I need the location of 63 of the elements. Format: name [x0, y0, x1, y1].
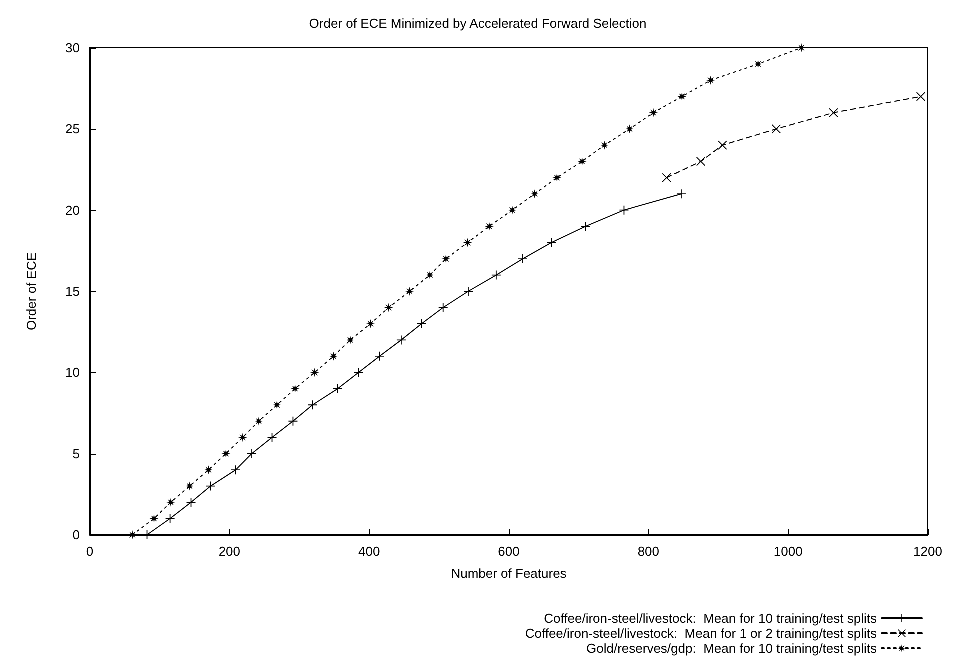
point — [649, 108, 658, 118]
x-tick-label: 400 — [358, 544, 380, 559]
point — [508, 206, 517, 215]
point — [696, 157, 706, 166]
point — [329, 352, 338, 361]
point — [518, 254, 528, 264]
x-tick-label: 800 — [638, 544, 660, 559]
point — [552, 173, 562, 182]
x-tick-label: 1000 — [774, 544, 803, 559]
point — [290, 384, 300, 394]
point — [346, 336, 355, 345]
y-tick-label: 30 — [66, 40, 80, 56]
point — [530, 190, 540, 199]
point — [310, 368, 320, 378]
point — [625, 124, 634, 134]
x-tick-label: 200 — [218, 544, 241, 559]
point — [185, 482, 194, 491]
point — [578, 157, 587, 166]
point — [678, 92, 687, 102]
point — [333, 384, 342, 394]
chart-title: Order of ECE Minimized by Accelerated Forward Selection — [309, 16, 647, 31]
y-tick-label: 5 — [72, 446, 80, 462]
point — [405, 287, 414, 296]
x-axis-title: Number of Features — [451, 566, 568, 581]
point — [354, 368, 364, 378]
point — [166, 498, 176, 508]
legend-label: Coffee/iron-steel/livestock: Mean for 10 training/test splits — [544, 611, 878, 626]
point — [426, 270, 435, 280]
point — [772, 124, 781, 134]
point — [272, 400, 282, 410]
point — [662, 173, 672, 182]
point — [150, 514, 159, 524]
point — [547, 238, 556, 248]
point — [600, 140, 610, 150]
point — [464, 287, 473, 296]
point — [484, 222, 494, 232]
point — [231, 466, 240, 475]
y-tick-label: 0 — [72, 528, 80, 542]
point — [375, 352, 384, 361]
point — [238, 433, 248, 442]
point — [676, 190, 686, 199]
legend-label: Coffee/iron-steel/livestock: Mean for 1 or 2 training/test splits — [525, 626, 878, 641]
x-tick-label: 1200 — [914, 544, 942, 559]
point — [463, 238, 472, 248]
point — [581, 222, 590, 232]
point — [706, 76, 716, 85]
point — [248, 449, 257, 458]
point — [718, 140, 728, 150]
point — [384, 303, 394, 312]
y-tick-label: 10 — [66, 365, 80, 380]
y-tick-label: 25 — [66, 122, 80, 137]
y-axis-title: Order of ECE — [24, 252, 39, 331]
point — [254, 416, 264, 426]
point — [366, 319, 376, 328]
x-tick-label: 600 — [498, 544, 520, 559]
y-tick-label: 20 — [66, 202, 80, 218]
point — [754, 60, 763, 69]
y-tick-label: 15 — [66, 284, 80, 299]
point — [204, 466, 214, 475]
x-tick-label: 0 — [86, 544, 94, 559]
legend-label: Gold/reserves/gdp: Mean for 10 training/test splits — [586, 641, 878, 656]
point — [442, 254, 451, 264]
point — [222, 449, 231, 458]
